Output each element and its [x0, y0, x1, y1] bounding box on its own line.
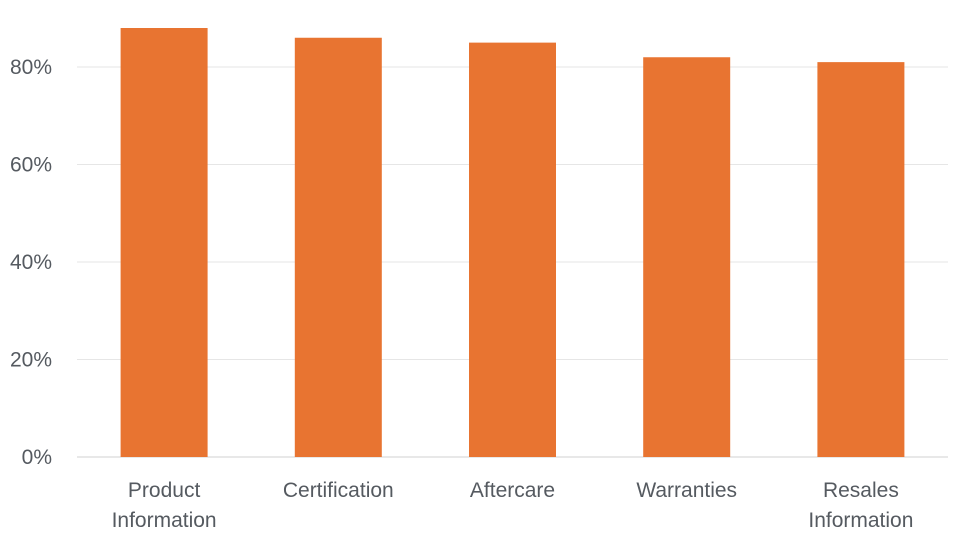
x-category-label: Resales — [823, 479, 899, 502]
bar — [817, 62, 905, 457]
bars — [120, 28, 905, 457]
y-tick-label: 0% — [22, 446, 52, 469]
x-category-label: Information — [112, 509, 217, 532]
y-tick-label: 60% — [10, 154, 52, 177]
y-tick-label: 40% — [10, 251, 52, 274]
bar — [643, 57, 731, 457]
bar — [294, 37, 382, 457]
x-category-label: Certification — [283, 479, 394, 502]
x-category-label: Product — [128, 479, 201, 502]
x-category-label: Aftercare — [470, 479, 555, 502]
x-category-label: Warranties — [636, 479, 737, 502]
x-category-label: Information — [808, 509, 913, 532]
y-axis-tick-labels: 0% 20% 40% 60% 80% — [10, 56, 52, 469]
y-tick-label: 80% — [10, 56, 52, 79]
x-axis-category-labels: Product Information Certification Aftercare… — [112, 479, 914, 532]
bar — [469, 42, 556, 457]
bar — [120, 28, 208, 457]
y-tick-label: 20% — [10, 349, 52, 372]
